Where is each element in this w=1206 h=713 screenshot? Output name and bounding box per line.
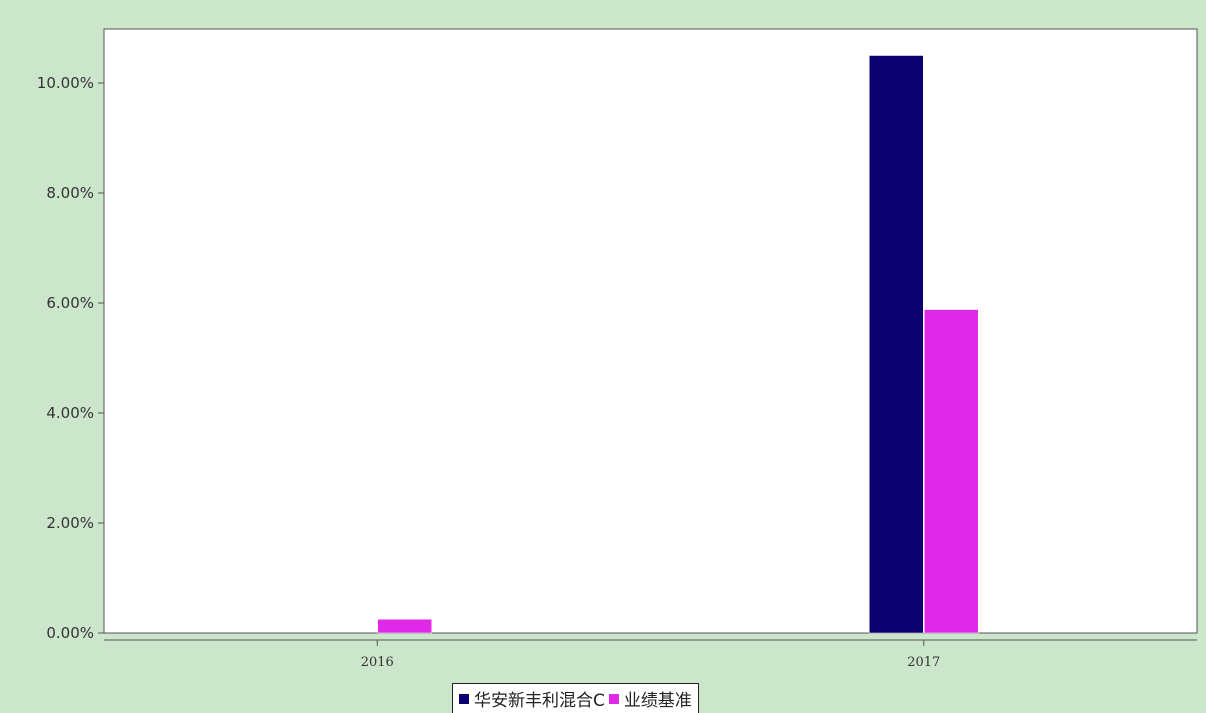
legend-label-benchmark: 业绩基准: [623, 691, 692, 711]
bar-2017-series-0: [869, 55, 924, 634]
legend-swatch-icon: [608, 693, 619, 704]
bar-chart: 0.00% 2.00% 4.00% 6.00% 8.00% 10.00% 2016 2017: [37, 28, 1198, 670]
legend-item-fund: 华安新丰利混合C: [459, 686, 605, 711]
plot-area: [103, 28, 1198, 634]
x-tick-label: 2016: [361, 655, 394, 670]
legend-label-fund: 华安新丰利混合C: [474, 691, 605, 711]
y-tick-label: 0.00%: [46, 624, 94, 642]
bar-2016-series-1: [377, 619, 432, 634]
legend-swatch-icon: [459, 693, 469, 704]
y-axis-ticks: 0.00% 2.00% 4.00% 6.00% 8.00% 10.00%: [37, 74, 104, 642]
y-tick-label: 8.00%: [46, 184, 94, 202]
bar-2017-series-1: [924, 309, 979, 634]
y-tick-label: 4.00%: [46, 404, 94, 422]
bars: [377, 55, 979, 634]
y-tick-label: 6.00%: [46, 294, 94, 312]
y-tick-label: 2.00%: [46, 514, 94, 532]
x-axis-ticks: 2016 2017: [361, 640, 940, 670]
legend-item-benchmark: 业绩基准: [608, 686, 692, 711]
y-tick-label: 10.00%: [37, 74, 94, 92]
x-tick-label: 2017: [907, 655, 940, 670]
legend: 华安新丰利混合C 业绩基准: [452, 683, 699, 713]
